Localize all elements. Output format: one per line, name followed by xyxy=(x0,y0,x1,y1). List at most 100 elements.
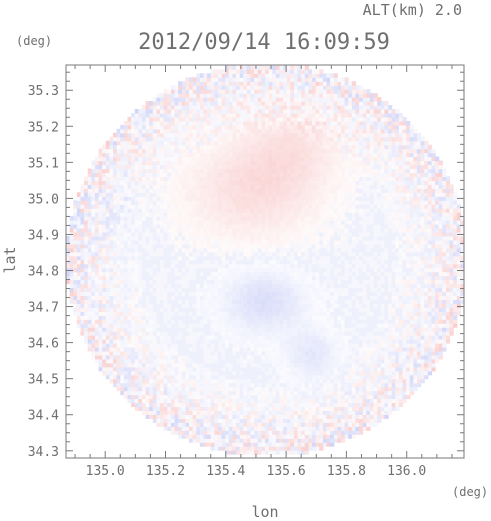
radar-cell xyxy=(149,402,154,408)
radar-cell xyxy=(413,259,418,265)
radar-cell xyxy=(246,263,252,269)
radar-cell xyxy=(272,259,277,265)
radar-cell xyxy=(409,346,414,352)
radar-cell xyxy=(333,390,338,396)
radar-cell xyxy=(344,426,349,431)
radar-cell xyxy=(236,303,241,308)
radar-cell xyxy=(283,307,288,312)
radar-cell xyxy=(236,342,241,348)
radar-cell xyxy=(243,299,248,304)
radar-cell xyxy=(225,342,230,348)
radar-cell xyxy=(105,307,111,312)
radar-cell xyxy=(326,339,331,344)
radar-cell xyxy=(261,291,266,296)
radar-cell xyxy=(395,319,400,324)
radar-cell xyxy=(141,315,147,320)
radar-cell xyxy=(185,299,190,304)
radar-cell xyxy=(420,259,425,265)
radar-cell xyxy=(377,239,382,245)
radar-cell xyxy=(181,410,186,415)
radar-cell xyxy=(337,299,342,304)
radar-cell xyxy=(304,303,310,308)
radar-cell xyxy=(438,346,443,352)
radar-cell xyxy=(170,406,176,412)
radar-cell xyxy=(275,243,281,249)
radar-cell xyxy=(113,263,118,269)
radar-cell xyxy=(402,398,407,404)
radar-cell xyxy=(265,362,270,368)
radar-cell xyxy=(359,414,364,419)
radar-cell xyxy=(359,358,364,364)
radar-cell xyxy=(319,299,324,304)
radar-cell xyxy=(337,370,342,376)
radar-cell xyxy=(257,335,262,340)
radar-cell xyxy=(250,235,255,241)
radar-cell xyxy=(438,239,443,245)
radar-cell xyxy=(319,446,324,451)
radar-cell xyxy=(149,414,154,419)
radar-cell xyxy=(189,386,194,392)
radar-cell xyxy=(239,350,244,356)
radar-cell xyxy=(337,331,342,336)
radar-cell xyxy=(228,255,234,261)
radar-cell xyxy=(254,311,259,316)
radar-cell xyxy=(337,438,342,443)
radar-cell xyxy=(398,362,404,368)
radar-cell xyxy=(243,366,248,372)
radar-cell xyxy=(91,291,96,296)
radar-cell xyxy=(293,243,299,249)
radar-cell xyxy=(163,426,168,431)
radar-cell xyxy=(243,335,248,340)
radar-cell xyxy=(275,319,281,324)
radar-cell xyxy=(214,311,219,316)
radar-cell xyxy=(149,271,154,277)
radar-cell xyxy=(312,283,317,289)
radar-cell xyxy=(308,410,313,415)
radar-cell xyxy=(243,394,248,400)
radar-cell xyxy=(73,251,78,257)
radar-cell xyxy=(301,346,306,352)
radar-cell xyxy=(76,303,82,308)
radar-cell xyxy=(203,311,208,316)
radar-cell xyxy=(279,394,284,400)
radar-cell xyxy=(84,247,89,253)
radar-cell xyxy=(301,434,306,439)
radar-cell xyxy=(127,323,132,328)
radar-cell xyxy=(337,422,342,427)
radar-cell xyxy=(319,398,324,404)
radar-cell xyxy=(134,390,139,396)
radar-cell xyxy=(312,259,317,265)
radar-cell xyxy=(272,426,277,431)
radar-cell xyxy=(330,438,335,443)
radar-cell xyxy=(167,295,172,300)
radar-cell xyxy=(359,374,364,380)
radar-cell xyxy=(322,358,328,364)
radar-cell xyxy=(76,299,82,304)
radar-cell xyxy=(181,378,186,384)
radar-cell xyxy=(402,370,407,376)
radar-cell xyxy=(319,362,324,368)
radar-cell xyxy=(286,434,291,439)
radar-cell xyxy=(333,327,338,332)
radar-cell xyxy=(413,267,418,273)
radar-cell xyxy=(286,370,291,376)
radar-cell xyxy=(138,243,143,249)
radar-cell xyxy=(134,398,139,404)
radar-cell xyxy=(181,430,186,435)
radar-cell xyxy=(377,235,382,241)
radar-cell xyxy=(127,311,132,316)
radar-cell xyxy=(257,366,262,372)
radar-cell xyxy=(225,370,230,376)
radar-cell xyxy=(98,259,103,265)
radar-cell xyxy=(420,335,425,340)
radar-cell xyxy=(84,335,89,340)
radar-cell xyxy=(167,406,172,412)
radar-cell xyxy=(340,243,346,249)
radar-cell xyxy=(283,446,288,451)
radar-cell xyxy=(131,311,136,316)
radar-cell xyxy=(301,370,306,376)
radar-cell xyxy=(362,354,367,360)
radar-cell xyxy=(152,259,158,265)
radar-cell xyxy=(413,311,418,316)
radar-cell xyxy=(388,335,393,340)
